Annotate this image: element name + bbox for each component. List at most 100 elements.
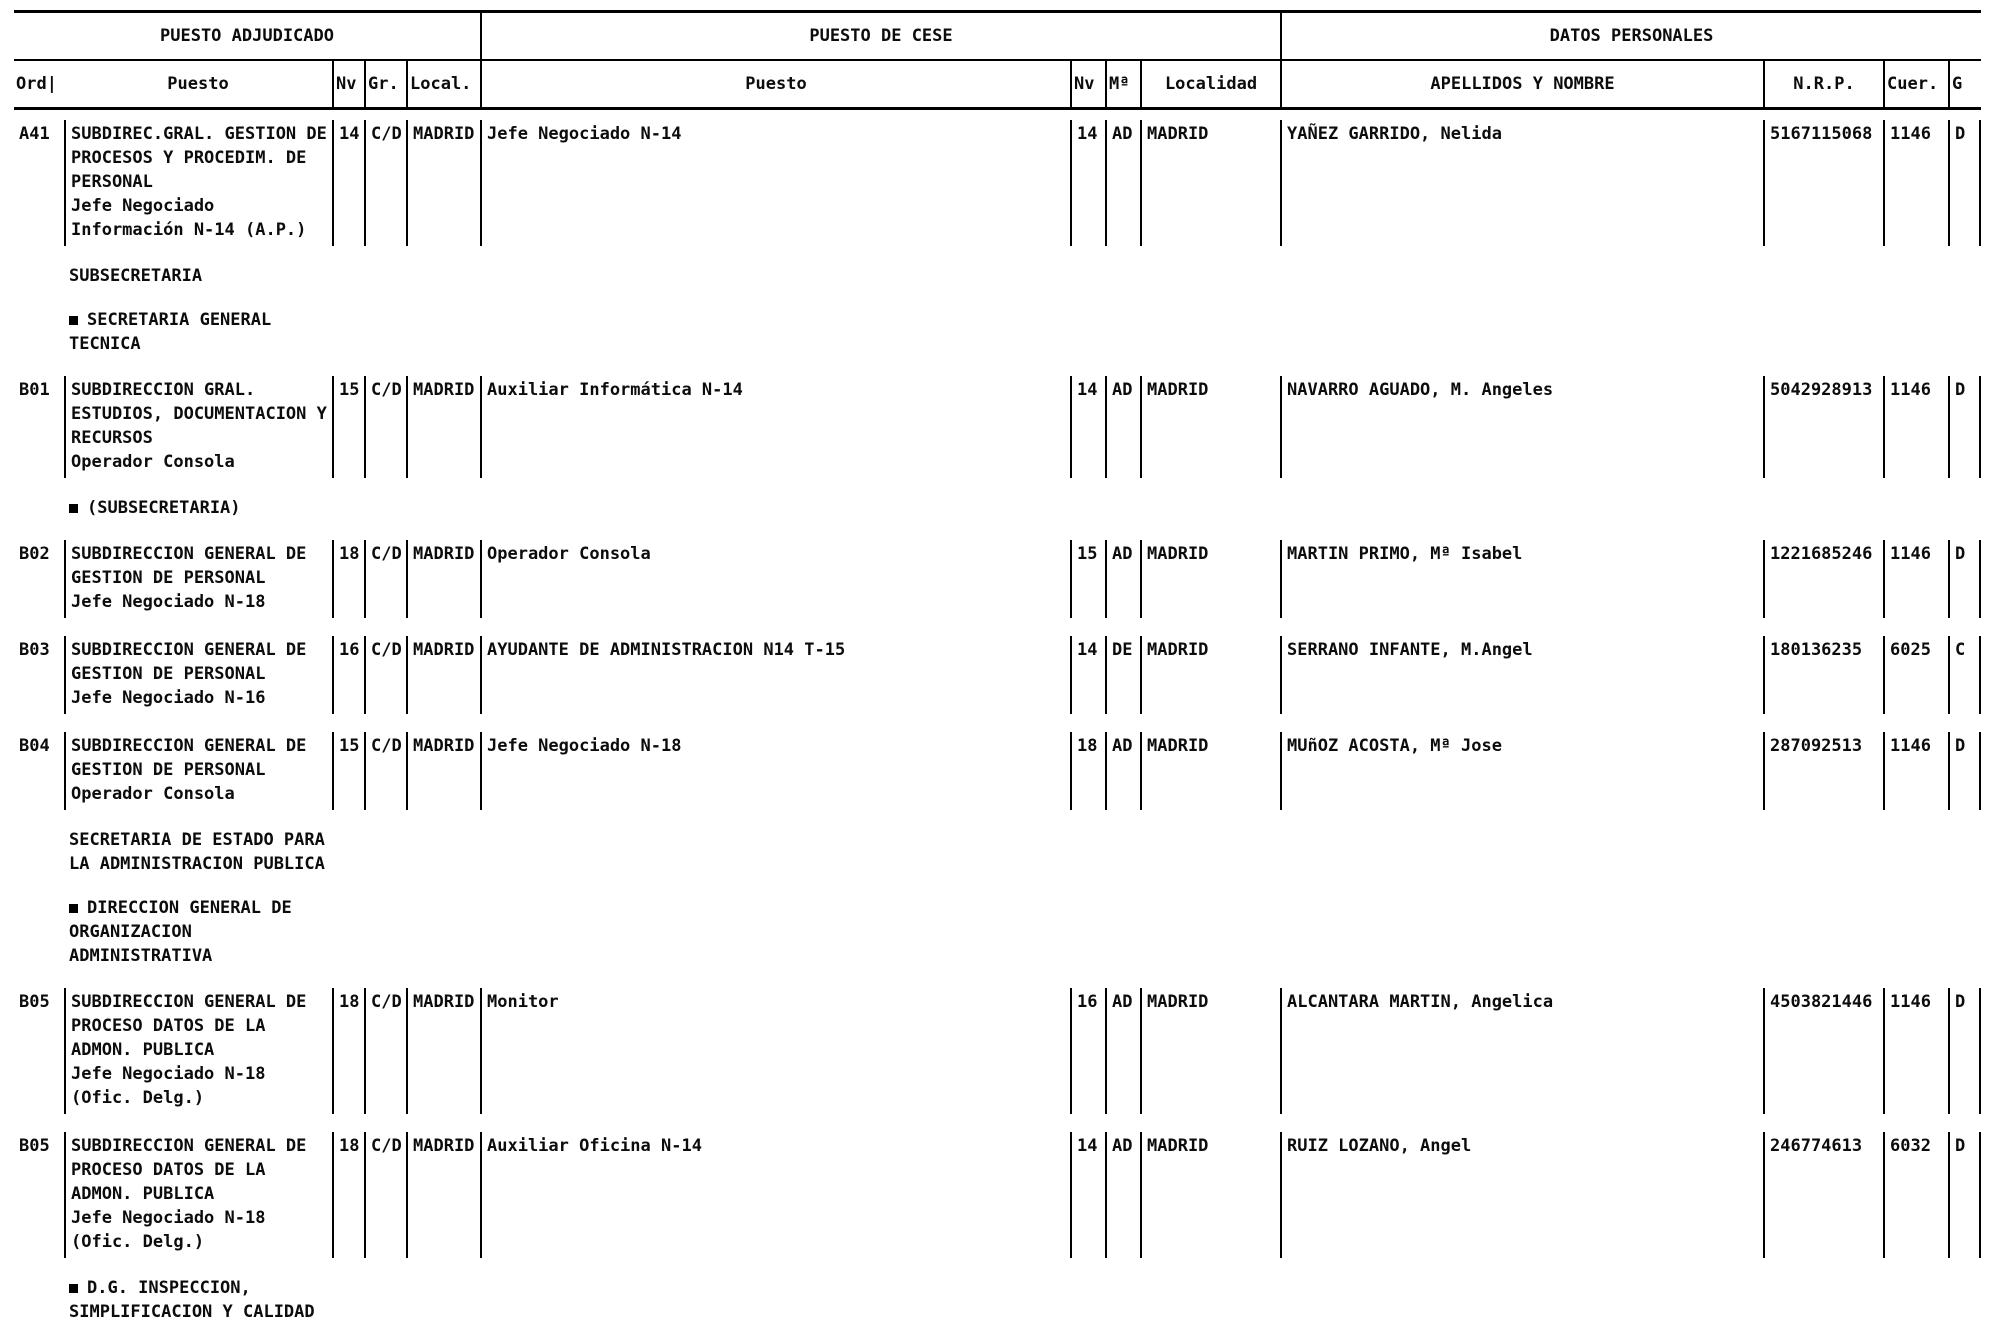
text-line: B04	[19, 736, 50, 756]
cell-apellidos-nombre: MARTIN PRIMO, Mª Isabel	[1280, 540, 1763, 618]
cell-nv-cese: 14	[1070, 1132, 1105, 1258]
table-row: B01 SUBDIRECCION GRAL. ESTUDIOS, DOCUMENTA…	[14, 376, 1981, 478]
cell-puesto-adjudicado: SUBDIREC.GRAL. GESTION DE PROCESOS Y PROC…	[64, 120, 332, 246]
text-line: C/D	[371, 124, 402, 144]
text-line: SUBDIRECCION GENERAL DE	[71, 1136, 307, 1156]
text-line: Jefe Negociado N-18	[487, 736, 682, 756]
table-row: B03 SUBDIRECCION GENERAL DE GESTION DE PER…	[14, 636, 1981, 714]
subsection-heading: SECRETARIA GENERAL TECNICA	[14, 308, 1981, 356]
text-line: TECNICA	[69, 334, 141, 354]
heading-indent	[14, 828, 64, 876]
text-line: SUBDIREC.GRAL. GESTION DE	[71, 124, 327, 144]
text-line: 1146	[1890, 124, 1931, 144]
text-line: D	[1955, 736, 1966, 756]
text-line: 15	[1077, 544, 1098, 564]
cell-nv: 18	[332, 988, 364, 1114]
column-header-cuerpo: Cuer.	[1883, 61, 1948, 107]
text-line: B03	[19, 640, 50, 660]
cell-ord: B01	[14, 376, 64, 478]
text-line: 18	[339, 544, 360, 564]
text-line: ALCANTARA MARTIN, Angelica	[1287, 992, 1554, 1012]
section-heading: SECRETARIA DE ESTADO PARA LA ADMINISTRACI…	[14, 828, 1981, 876]
text-line: B05	[19, 1136, 50, 1156]
cell-gr: C/D	[364, 540, 406, 618]
text-line: 15	[339, 380, 360, 400]
cell-puesto-adjudicado: SUBDIRECCION GENERAL DE PROCESO DATOS DE …	[64, 988, 332, 1114]
cell-apellidos-nombre: SERRANO INFANTE, M.Angel	[1280, 636, 1763, 714]
table-row: B05 SUBDIRECCION GENERAL DE PROCESO DATOS …	[14, 1132, 1981, 1258]
cell-local: MADRID	[406, 376, 480, 478]
cell-nrp: 180136235	[1763, 636, 1883, 714]
text-line: 14	[339, 124, 360, 144]
cell-apellidos-nombre: RUIZ LOZANO, Angel	[1280, 1132, 1763, 1258]
text-line: MADRID	[413, 124, 475, 144]
text-line: 4503821446	[1770, 992, 1873, 1012]
cell-ministerio: AD	[1105, 540, 1140, 618]
text-line: ORGANIZACION	[69, 922, 192, 942]
cell-nrp: 287092513	[1763, 732, 1883, 810]
text-line: C/D	[371, 736, 402, 756]
text-line: AD	[1112, 544, 1133, 564]
cell-nrp: 246774613	[1763, 1132, 1883, 1258]
table-row: B04 SUBDIRECCION GENERAL DE GESTION DE PER…	[14, 732, 1981, 810]
text-line: MADRID	[413, 736, 475, 756]
text-line: MADRID	[413, 380, 475, 400]
text-line: C/D	[371, 992, 402, 1012]
text-line: C/D	[371, 544, 402, 564]
cell-apellidos-nombre: YAÑEZ GARRIDO, Nelida	[1280, 120, 1763, 246]
text-line: Jefe Negociado N-18	[71, 592, 266, 612]
text-line: 14	[1077, 380, 1098, 400]
cell-puesto-cese: Monitor	[480, 988, 1070, 1114]
cell-ord: B04	[14, 732, 64, 810]
cell-puesto-cese: AYUDANTE DE ADMINISTRACION N14 T-15	[480, 636, 1070, 714]
cell-cuerpo: 1146	[1883, 732, 1948, 810]
text-line: PROCESO DATOS DE LA	[71, 1016, 266, 1036]
text-line: MADRID	[1147, 544, 1209, 564]
square-bullet-icon	[69, 1284, 78, 1293]
cell-cuerpo: 6025	[1883, 636, 1948, 714]
text-line: AYUDANTE DE ADMINISTRACION N14 T-15	[487, 640, 846, 660]
text-line: B01	[19, 380, 50, 400]
column-header-gr: Gr.	[364, 61, 406, 107]
cell-grupo: D	[1948, 988, 1981, 1114]
text-line: SUBDIRECCION GENERAL DE	[71, 640, 307, 660]
heading-text: (SUBSECRETARIA)	[64, 496, 241, 520]
text-line: Jefe Negociado	[71, 196, 215, 216]
heading-indent	[14, 896, 64, 968]
text-line: 6032	[1890, 1136, 1931, 1156]
cell-nv-cese: 14	[1070, 120, 1105, 246]
text-line: DE	[1112, 640, 1133, 660]
text-line: AD	[1112, 992, 1133, 1012]
text-line: SUBDIRECCION GRAL.	[71, 380, 256, 400]
column-header-nv-cese: Nv	[1070, 61, 1105, 107]
cell-ord: A41	[14, 120, 64, 246]
cell-localidad-cese: MADRID	[1140, 540, 1280, 618]
text-line: MARTIN PRIMO, Mª Isabel	[1287, 544, 1523, 564]
subsection-heading: DIRECCION GENERAL DE ORGANIZACION ADMINIST…	[14, 896, 1981, 968]
text-line: ADMINISTRATIVA	[69, 946, 213, 966]
cell-apellidos-nombre: NAVARRO AGUADO, M. Angeles	[1280, 376, 1763, 478]
column-header-nv: Nv	[332, 61, 364, 107]
cell-nv: 18	[332, 1132, 364, 1258]
cell-local: MADRID	[406, 636, 480, 714]
personnel-table: PUESTO ADJUDICADO PUESTO DE CESE DATOS P…	[14, 10, 1981, 1324]
text-line: D	[1955, 380, 1966, 400]
text-line: PROCESOS Y PROCEDIM. DE	[71, 148, 307, 168]
cell-cuerpo: 6032	[1883, 1132, 1948, 1258]
cell-nv-cese: 15	[1070, 540, 1105, 618]
text-line: 1146	[1890, 736, 1931, 756]
text-line: Operador Consola	[487, 544, 651, 564]
cell-puesto-cese: Jefe Negociado N-18	[480, 732, 1070, 810]
square-bullet-icon	[69, 316, 78, 325]
heading-indent	[14, 308, 64, 356]
text-line: Auxiliar Oficina N-14	[487, 1136, 702, 1156]
text-line: C/D	[371, 380, 402, 400]
text-line: MADRID	[1147, 380, 1209, 400]
cell-ministerio: AD	[1105, 732, 1140, 810]
header-group-row: PUESTO ADJUDICADO PUESTO DE CESE DATOS P…	[14, 13, 1981, 61]
heading-text: DIRECCION GENERAL DE ORGANIZACION ADMINIST…	[64, 896, 292, 968]
text-line: RUIZ LOZANO, Angel	[1287, 1136, 1472, 1156]
heading-indent	[14, 264, 64, 288]
text-line: 18	[339, 1136, 360, 1156]
